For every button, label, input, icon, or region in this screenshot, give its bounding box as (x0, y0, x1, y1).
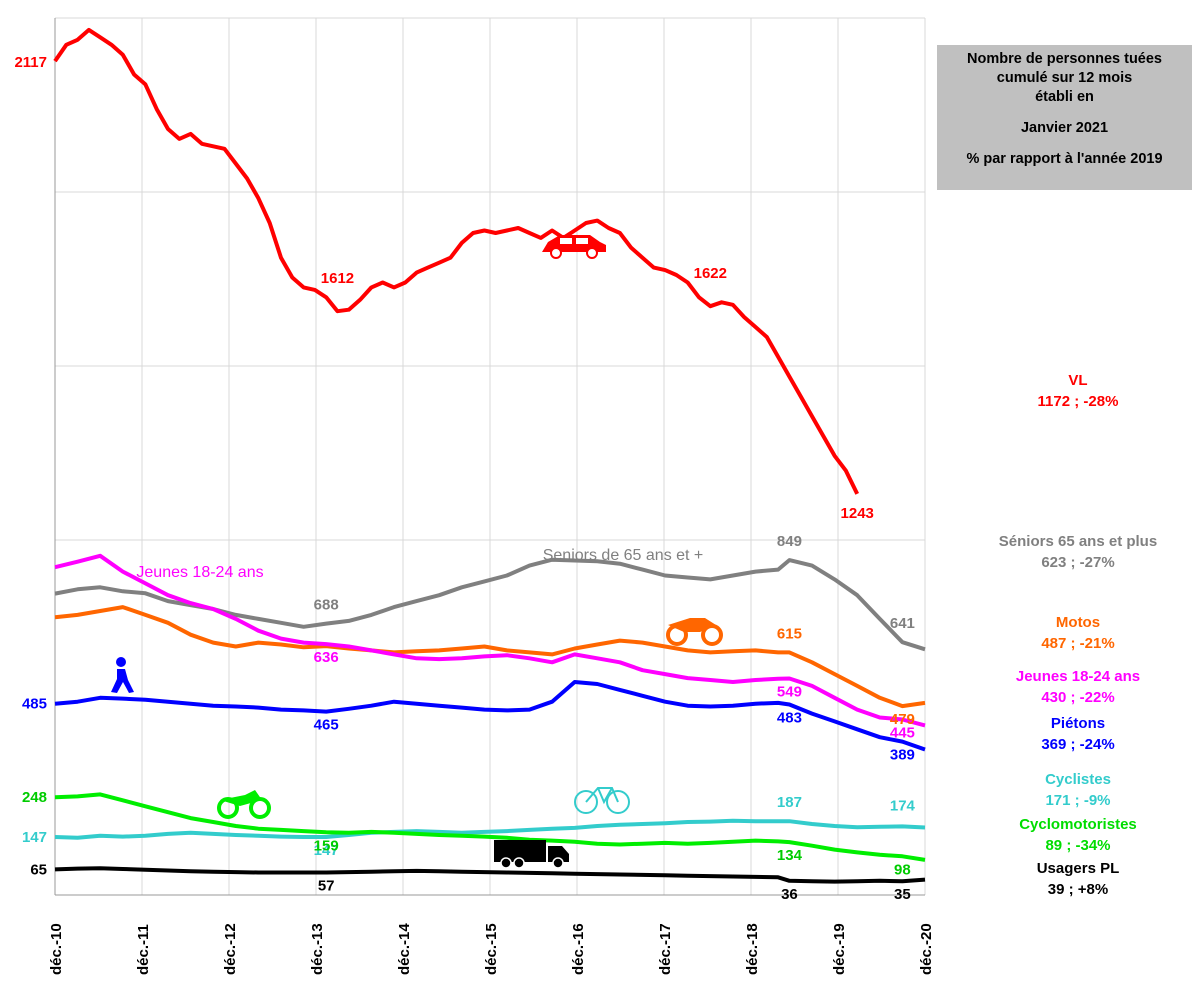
series-line-pietons (54, 680, 926, 752)
legend-cyclomotoristes-stat: 89 ; -34% (1045, 837, 1111, 854)
legend-motos-name: Motos (1055, 614, 1101, 631)
data-label-vl: 2117 (14, 54, 47, 71)
series-line-cyclistes (54, 818, 926, 840)
x-tick-label: déc.-17 (657, 923, 674, 975)
info-month: Janvier 2021 (1020, 120, 1109, 136)
data-label-seniors: 641 (890, 615, 915, 632)
legend-jeunes-name: Jeunes 18-24 ans (1015, 668, 1141, 685)
data-label-cyclistes: 147 (314, 842, 339, 859)
legend-pl: Usagers PL 39 ; +8% (978, 858, 1178, 900)
info-box: Nombre de personnes tuées cumulé sur 12 … (937, 45, 1192, 190)
data-label-motos: 479 (890, 711, 915, 728)
legend-pietons-stat: 369 ; -24% (1041, 736, 1115, 753)
data-label-pietons: 485 (22, 696, 47, 713)
info-line-3: établi en (1035, 89, 1094, 105)
data-label-jeunes: 636 (314, 649, 339, 666)
x-tick-label: déc.-15 (483, 923, 500, 975)
x-tick-label: déc.-19 (831, 923, 848, 975)
x-tick-label: déc.-20 (918, 923, 935, 975)
data-label-vl: 1612 (321, 270, 354, 287)
legend-vl: VL 1172 ; -28% (978, 370, 1178, 412)
legend-cyclomotoristes-name: Cyclomotoristes (1019, 816, 1137, 833)
pedestrian-icon (111, 657, 134, 693)
data-label-seniors: 688 (314, 597, 339, 614)
x-tick-label: déc.-10 (48, 923, 65, 975)
legend-vl-name: VL (1068, 372, 1088, 389)
x-tick-label: déc.-18 (744, 923, 761, 975)
data-label-pietons: 389 (890, 747, 915, 764)
bicycle-icon (574, 787, 630, 814)
data-label-pl: 35 (894, 886, 911, 903)
x-tick-label: déc.-16 (570, 923, 587, 975)
data-label-jeunes: 549 (777, 683, 802, 700)
legend-pietons: Piétons 369 ; -24% (978, 713, 1178, 755)
legend-motos: Motos 487 ; -21% (978, 612, 1178, 654)
legend-cyclistes-stat: 171 ; -9% (1045, 792, 1111, 809)
legend-pl-stat: 39 ; +8% (1047, 881, 1109, 898)
x-tick-label: déc.-11 (135, 924, 152, 975)
car-icon (542, 235, 606, 259)
data-label-motos: 615 (777, 625, 802, 642)
data-label-cyclomotoristes: 134 (777, 847, 803, 864)
legend-motos-stat: 487 ; -21% (1041, 635, 1115, 652)
legend-jeunes: Jeunes 18-24 ans 430 ; -22% (978, 666, 1178, 708)
legend-seniors-name: Séniors 65 ans et plus (998, 533, 1158, 550)
data-label-pl: 36 (781, 886, 798, 903)
data-label-vl: 1622 (694, 265, 727, 282)
x-tick-label: déc.-13 (309, 923, 326, 975)
info-line-2: cumulé sur 12 mois (996, 70, 1133, 86)
data-label-cyclistes: 147 (22, 829, 47, 846)
data-label-vl: 1243 (841, 505, 874, 522)
legend-pl-name: Usagers PL (1036, 860, 1120, 877)
data-label-cyclomotoristes: 159 (314, 837, 339, 854)
legend-vl-stat: 1172 ; -28% (1037, 393, 1119, 410)
series-line-vl (53, 27, 859, 495)
series-line-pl (54, 866, 926, 884)
legend-jeunes-stat: 430 ; -22% (1041, 689, 1115, 706)
x-tick-label: déc.-12 (222, 923, 239, 975)
legend-cyclistes-name: Cyclistes (1045, 771, 1111, 788)
legend-cyclistes: Cyclistes 171 ; -9% (978, 769, 1178, 811)
data-label-pl: 65 (30, 861, 47, 878)
legend-pietons-name: Piétons (1050, 715, 1106, 732)
data-label-pietons: 465 (314, 717, 339, 734)
data-label-pl: 57 (318, 878, 335, 895)
series-title-jeunes: Jeunes 18-24 ans (136, 564, 263, 581)
data-label-jeunes: 445 (890, 724, 915, 741)
legend-seniors: Séniors 65 ans et plus 623 ; -27% (978, 531, 1178, 573)
series-line-motos (54, 605, 926, 709)
truck-icon (494, 840, 569, 869)
data-label-cyclistes: 174 (890, 797, 916, 814)
data-label-cyclomotoristes: 98 (894, 861, 911, 878)
series-line-cyclomotoristes (54, 792, 926, 862)
moped-icon (217, 790, 271, 819)
motorcycle-icon (666, 618, 723, 646)
data-label-cyclistes: 187 (777, 794, 802, 811)
data-label-pietons: 483 (777, 709, 802, 726)
legend-cyclomotoristes: Cyclomotoristes 89 ; -34% (978, 814, 1178, 856)
data-label-seniors: 849 (777, 533, 802, 550)
data-label-cyclomotoristes: 248 (22, 789, 47, 806)
series-line-jeunes (54, 553, 926, 728)
x-tick-label: déc.-14 (396, 923, 413, 975)
series-title-seniors: Seniors de 65 ans et + (543, 547, 704, 564)
info-line-1: Nombre de personnes tuées (967, 51, 1162, 67)
legend-seniors-stat: 623 ; -27% (1041, 554, 1115, 571)
info-ref: % par rapport à l'année 2019 (966, 151, 1163, 167)
